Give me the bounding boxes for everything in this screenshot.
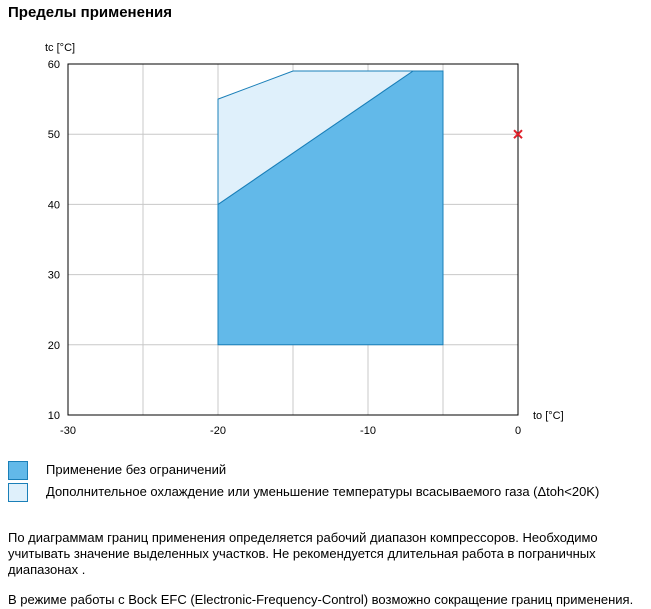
y-tick-label: 50 — [48, 129, 60, 141]
x-tick-label: -10 — [360, 425, 376, 437]
chart-ticks: 10 20 30 40 50 60 -30 -20 -10 0 — [48, 59, 521, 437]
legend-label-extra-cooling: Дополнительное охлаждение или уменьшение… — [46, 484, 600, 499]
legend-item-unrestricted — [8, 461, 28, 480]
description-paragraph: По диаграммам границ применения определя… — [8, 530, 598, 577]
legend-label-unrestricted: Применение без ограничений — [46, 462, 227, 477]
x-axis-label: to [°C] — [533, 410, 564, 422]
y-tick-label: 20 — [48, 340, 60, 352]
plot-frame — [67, 63, 519, 416]
x-tick-label: -20 — [210, 425, 226, 437]
operating-point-marker — [513, 129, 523, 139]
marker-stroke — [513, 129, 523, 139]
y-axis-label: tc [°C] — [45, 42, 75, 54]
legend-item-extra-cooling — [8, 483, 28, 502]
legend-swatch-unrestricted — [8, 461, 28, 480]
y-tick-label: 40 — [48, 199, 60, 211]
legend-swatch-extra-cooling — [8, 483, 28, 502]
page-title: Пределы применения — [8, 4, 172, 21]
x-tick-label: -30 — [60, 425, 76, 437]
y-tick-label: 10 — [48, 410, 60, 422]
chart: 10 20 30 40 50 60 -30 -20 -10 0 tc [°C] to [°C] — [45, 42, 564, 437]
efc-note-paragraph: В режиме работы с Bock EFC (Electronic-F… — [8, 592, 634, 607]
area-unrestricted — [217, 70, 444, 346]
y-tick-label: 30 — [48, 270, 60, 282]
chart-areas — [217, 70, 444, 346]
x-tick-label: 0 — [515, 425, 521, 437]
area-extra-cooling — [217, 70, 415, 206]
y-tick-label: 60 — [48, 59, 60, 71]
